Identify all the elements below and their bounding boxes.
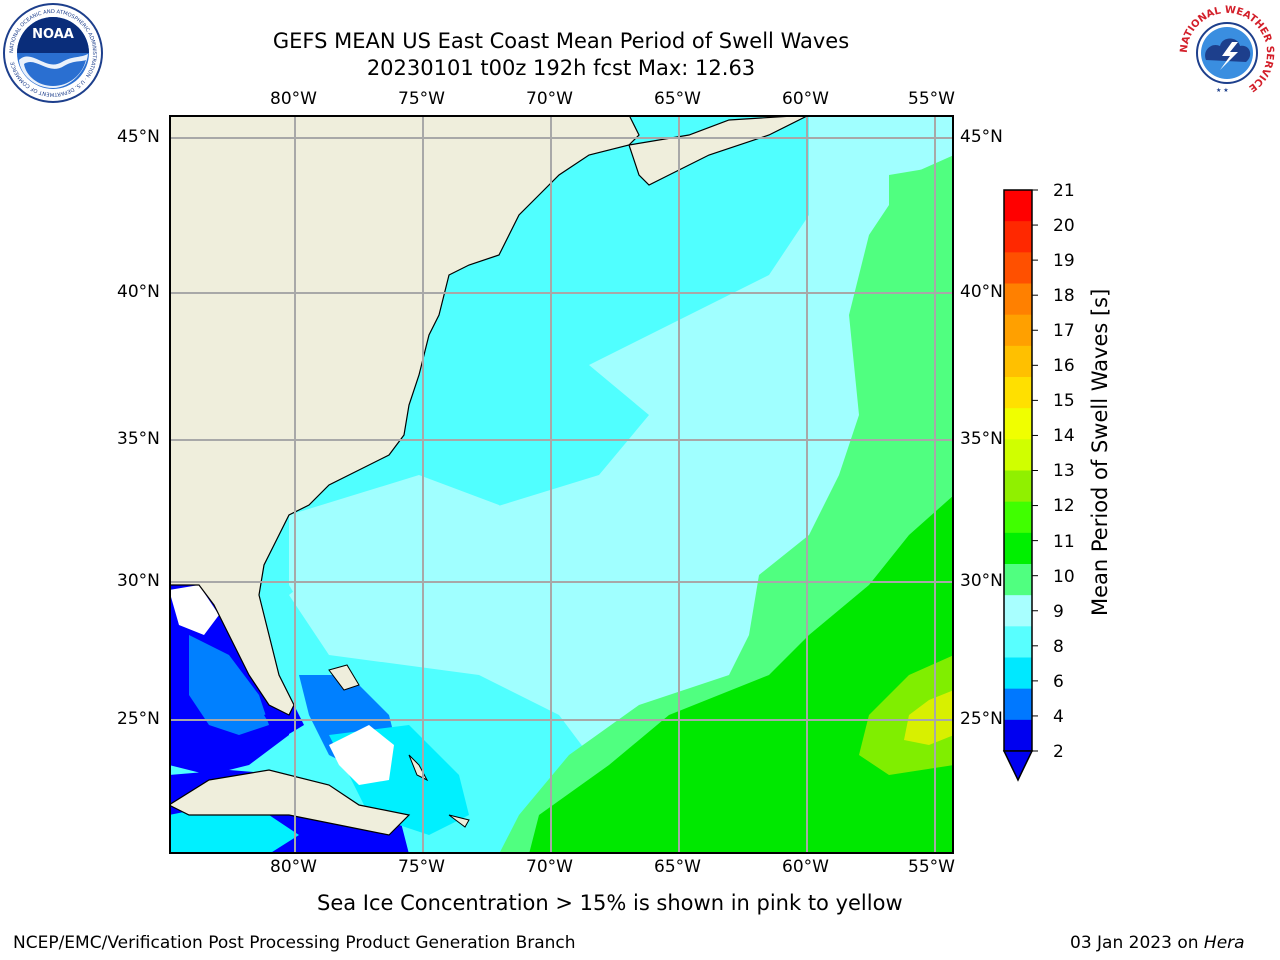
colorbar-segment [1004,314,1032,347]
sea-ice-note: Sea Ice Concentration > 15% is shown in … [317,891,903,915]
footer-host: Hera [1203,933,1245,953]
graticule [169,115,954,854]
lat-tick-right: 35°N [960,429,1003,449]
colorbar-tick: 10 [1053,567,1075,587]
lat-tick-left: 40°N [117,282,160,302]
land-bahamas [328,664,360,691]
colorbar-segment [1004,345,1032,378]
field-white-patch [169,585,219,635]
colorbar-extend-arrow [1002,750,1034,782]
colorbar-label: Mean Period of Swell Waves [s] [1088,288,1112,616]
colorbar-tick: 14 [1053,426,1075,446]
lat-tick-left: 25°N [117,709,160,729]
nws-logo: NATIONAL WEATHER SERVICE ★ ★ [1178,4,1276,102]
lat-tick-right: 45°N [960,127,1003,147]
colorbar-tick: 20 [1053,216,1075,236]
colorbar-segment [1004,470,1032,503]
lon-tick-top: 55°W [908,89,955,109]
lon-tick-bottom: 80°W [270,857,317,877]
field-white-patch [329,725,394,785]
lat-tick-left: 30°N [117,571,160,591]
colorbar-tick: 19 [1053,251,1075,271]
land-north-america [169,115,640,716]
field-cyan-south [169,805,299,854]
colorbar-tick: 17 [1053,321,1075,341]
colorbar-tick: 11 [1053,532,1075,552]
field-bright-green [529,495,954,854]
colorbar-tick: 2 [1053,742,1064,762]
colorbar-segment [1004,283,1032,316]
colorbar-tick: 16 [1053,356,1075,376]
lon-tick-bottom: 75°W [398,857,445,877]
lon-tick-top: 65°W [654,89,701,109]
lat-tick-right: 40°N [960,282,1003,302]
footer-credit: NCEP/EMC/Verification Post Processing Pr… [13,933,576,953]
lon-tick-bottom: 55°W [908,857,955,877]
field-green-patch [889,165,954,265]
lon-tick-top: 75°W [398,89,445,109]
chart-subtitle: 20230101 t00z 192h fcst Max: 12.63 [366,56,756,80]
colorbar-segment [1004,252,1032,284]
colorbar-segment [1004,626,1032,658]
noaa-logo-text: NOAA [32,27,74,42]
colorbar-tick: 6 [1053,672,1064,692]
lon-tick-bottom: 60°W [782,857,829,877]
lon-tick-bottom: 70°W [526,857,573,877]
colorbar-tick: 18 [1053,286,1075,306]
lon-tick-top: 80°W [270,89,317,109]
colorbar-tick: 21 [1053,181,1075,201]
colorbar-tick: 9 [1053,602,1064,622]
land-cuba [169,769,411,836]
lat-tick-left: 45°N [117,127,160,147]
colorbar-segment [1004,439,1032,471]
colorbar-segment [1004,532,1032,565]
lat-tick-right: 25°N [960,709,1003,729]
colorbar-segment [1004,595,1032,627]
colorbar-segment [1004,221,1032,253]
colorbar-segment [1004,564,1032,596]
field-light-cyan-west [289,475,549,635]
colorbar-tick: 13 [1053,461,1075,481]
colorbar-segment [1004,501,1032,534]
colorbar-segment [1004,657,1032,690]
land-nova-scotia [628,115,810,186]
lat-tick-left: 35°N [117,429,160,449]
lon-tick-top: 70°W [526,89,573,109]
field-mid-blue [189,635,269,735]
svg-text:★ ★: ★ ★ [1216,87,1229,94]
field-yellow-green [859,655,954,775]
colorbar [1002,189,1038,782]
lat-tick-right: 30°N [960,571,1003,591]
colorbar-tick: 8 [1053,637,1064,657]
colorbar-segment [1004,377,1032,409]
footer-date-text: 03 Jan 2023 on [1070,933,1204,953]
colorbar-tick: 12 [1053,496,1075,516]
colorbar-tick: 15 [1053,391,1075,411]
map-frame [169,115,954,854]
colorbar-segment [1004,190,1032,222]
land-bahamas [448,814,470,828]
noaa-logo: NATIONAL OCEANIC AND ATMOSPHERIC ADMINIS… [3,3,103,103]
colorbar-segment [1004,408,1032,440]
map-panel [169,115,954,854]
field-yellow [904,690,954,745]
footer-date: 03 Jan 2023 on Hera [1070,933,1245,953]
colorbar-tick: 4 [1053,707,1064,727]
chart-title: GEFS MEAN US East Coast Mean Period of S… [272,29,850,53]
colorbar-segment [1004,719,1032,752]
colorbar-segment [1004,688,1032,721]
lon-tick-bottom: 65°W [654,857,701,877]
lon-tick-top: 60°W [782,89,829,109]
